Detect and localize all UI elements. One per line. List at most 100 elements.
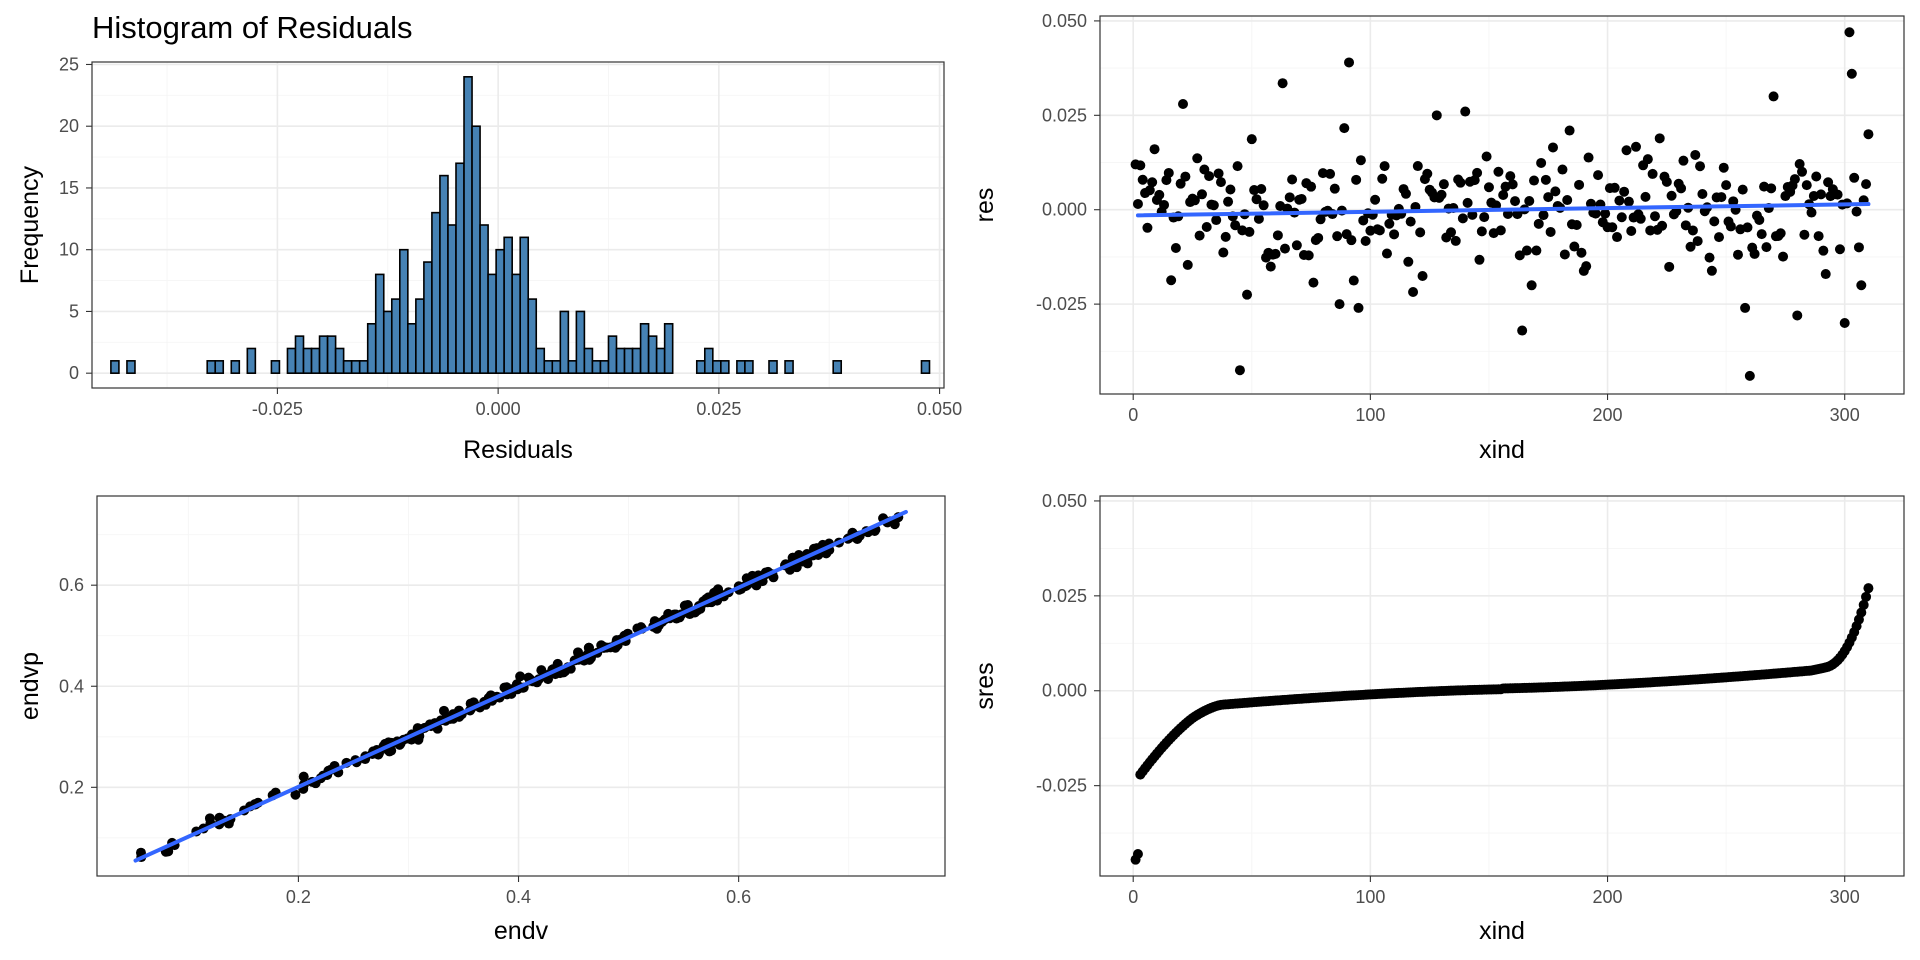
scatter-point	[1180, 171, 1191, 182]
scatter-point	[1557, 164, 1568, 175]
histogram-bar	[720, 360, 730, 374]
histogram-bar	[310, 347, 321, 374]
scatter-point	[1574, 179, 1585, 190]
scatter-point	[1547, 142, 1558, 153]
scatter-point	[1649, 211, 1660, 222]
scatter-point	[1545, 226, 1556, 237]
scatter-point	[1761, 242, 1772, 253]
scatter-point	[1218, 247, 1229, 258]
scatter-point	[1303, 250, 1314, 261]
scatter-point	[1538, 210, 1549, 221]
panel-residuals-vs-index: 0 100 200 300 -0.025 0.000 0.025 0.050 xind res	[971, 11, 1905, 464]
scatter-point	[1514, 250, 1525, 261]
scatter-point	[1614, 195, 1625, 206]
x-tick-label: 0.025	[696, 399, 741, 419]
plot-area	[133, 509, 908, 863]
scatter-point	[1647, 168, 1658, 179]
x-tick-label: 0.6	[726, 887, 751, 907]
histogram-bar	[286, 347, 297, 374]
scatter-point	[1405, 216, 1416, 227]
panel-border	[91, 61, 945, 389]
panel-border	[1099, 495, 1905, 877]
x-tick-label: 100	[1355, 887, 1385, 907]
x-tick-label: -0.025	[252, 399, 303, 419]
scatter-point	[290, 789, 301, 800]
scatter-point	[1742, 222, 1753, 233]
scatter-point	[1436, 189, 1447, 200]
x-tick-label: 200	[1593, 405, 1623, 425]
histogram-bar	[439, 174, 449, 374]
y-tick-label: 5	[69, 301, 79, 321]
scatter-point	[1861, 591, 1872, 602]
scatter-point	[1709, 216, 1720, 227]
scatter-point	[1346, 235, 1357, 246]
histogram-bar	[832, 360, 843, 374]
scatter-point	[1642, 154, 1653, 165]
scatter-point	[1415, 227, 1426, 238]
scatter-point	[1251, 194, 1262, 205]
scatter-point	[1695, 161, 1706, 172]
histogram-bar	[744, 360, 754, 374]
histogram-bar	[639, 322, 650, 374]
histogram-bar	[471, 125, 481, 374]
scatter-point	[1718, 162, 1729, 173]
scatter-point	[1593, 170, 1604, 181]
histogram-bar	[583, 347, 594, 374]
scatter-point	[1234, 365, 1245, 376]
scatter-point	[1623, 196, 1634, 207]
scatter-point	[1716, 192, 1727, 203]
scatter-point	[1481, 151, 1492, 162]
scatter-point	[1272, 230, 1283, 241]
histogram-bar	[631, 347, 642, 374]
x-axis-title: xind	[1479, 436, 1525, 464]
histogram-bar	[736, 360, 746, 374]
scatter-point	[1849, 172, 1860, 183]
scatter-point	[1583, 152, 1594, 163]
scatter-point	[1360, 235, 1371, 246]
scatter-point	[1640, 191, 1651, 202]
scatter-point	[1211, 215, 1222, 226]
histogram-bar	[447, 224, 457, 374]
histogram-bar	[567, 360, 578, 374]
scatter-point	[1431, 110, 1442, 121]
scatter-point	[1306, 181, 1317, 192]
scatter-point	[1462, 197, 1473, 208]
histogram-bar	[615, 347, 626, 374]
scatter-point	[1676, 183, 1687, 194]
scatter-point	[1690, 149, 1701, 160]
scatter-point	[1507, 179, 1518, 190]
scatter-point	[1832, 189, 1843, 200]
scatter-point	[1794, 158, 1805, 169]
scatter-point	[1744, 370, 1755, 381]
plot-area	[1130, 27, 1874, 381]
scatter-point	[1370, 194, 1381, 205]
scatter-point	[1192, 153, 1203, 164]
scatter-point	[1284, 192, 1295, 203]
scatter-point	[1166, 275, 1177, 286]
scatter-point	[1242, 289, 1253, 300]
panel-border	[96, 495, 946, 877]
histogram-bar	[358, 360, 369, 374]
scatter-point	[1132, 848, 1143, 859]
scatter-point	[1797, 166, 1808, 177]
scatter-point	[1476, 226, 1487, 237]
histogram-bar	[575, 310, 586, 374]
y-tick-label: 0.050	[1042, 11, 1087, 31]
scatter-point	[1137, 174, 1148, 185]
histogram-bar	[206, 360, 217, 374]
histogram-bar	[768, 360, 778, 374]
scatter-point	[1714, 232, 1725, 243]
scatter-point	[1258, 200, 1269, 211]
scatter-point	[1358, 215, 1369, 226]
scatter-point	[1775, 228, 1786, 239]
scatter-point	[1576, 247, 1587, 258]
scatter-point	[1474, 254, 1485, 265]
scatter-point	[1230, 220, 1241, 231]
y-tick-label: -0.025	[1036, 776, 1087, 796]
histogram-bar	[374, 273, 385, 374]
scatter-point	[1175, 178, 1186, 189]
scatter-point	[1778, 251, 1789, 262]
scatter-point	[1225, 184, 1236, 195]
trend-line	[1135, 202, 1871, 218]
scatter-point	[1377, 173, 1388, 184]
